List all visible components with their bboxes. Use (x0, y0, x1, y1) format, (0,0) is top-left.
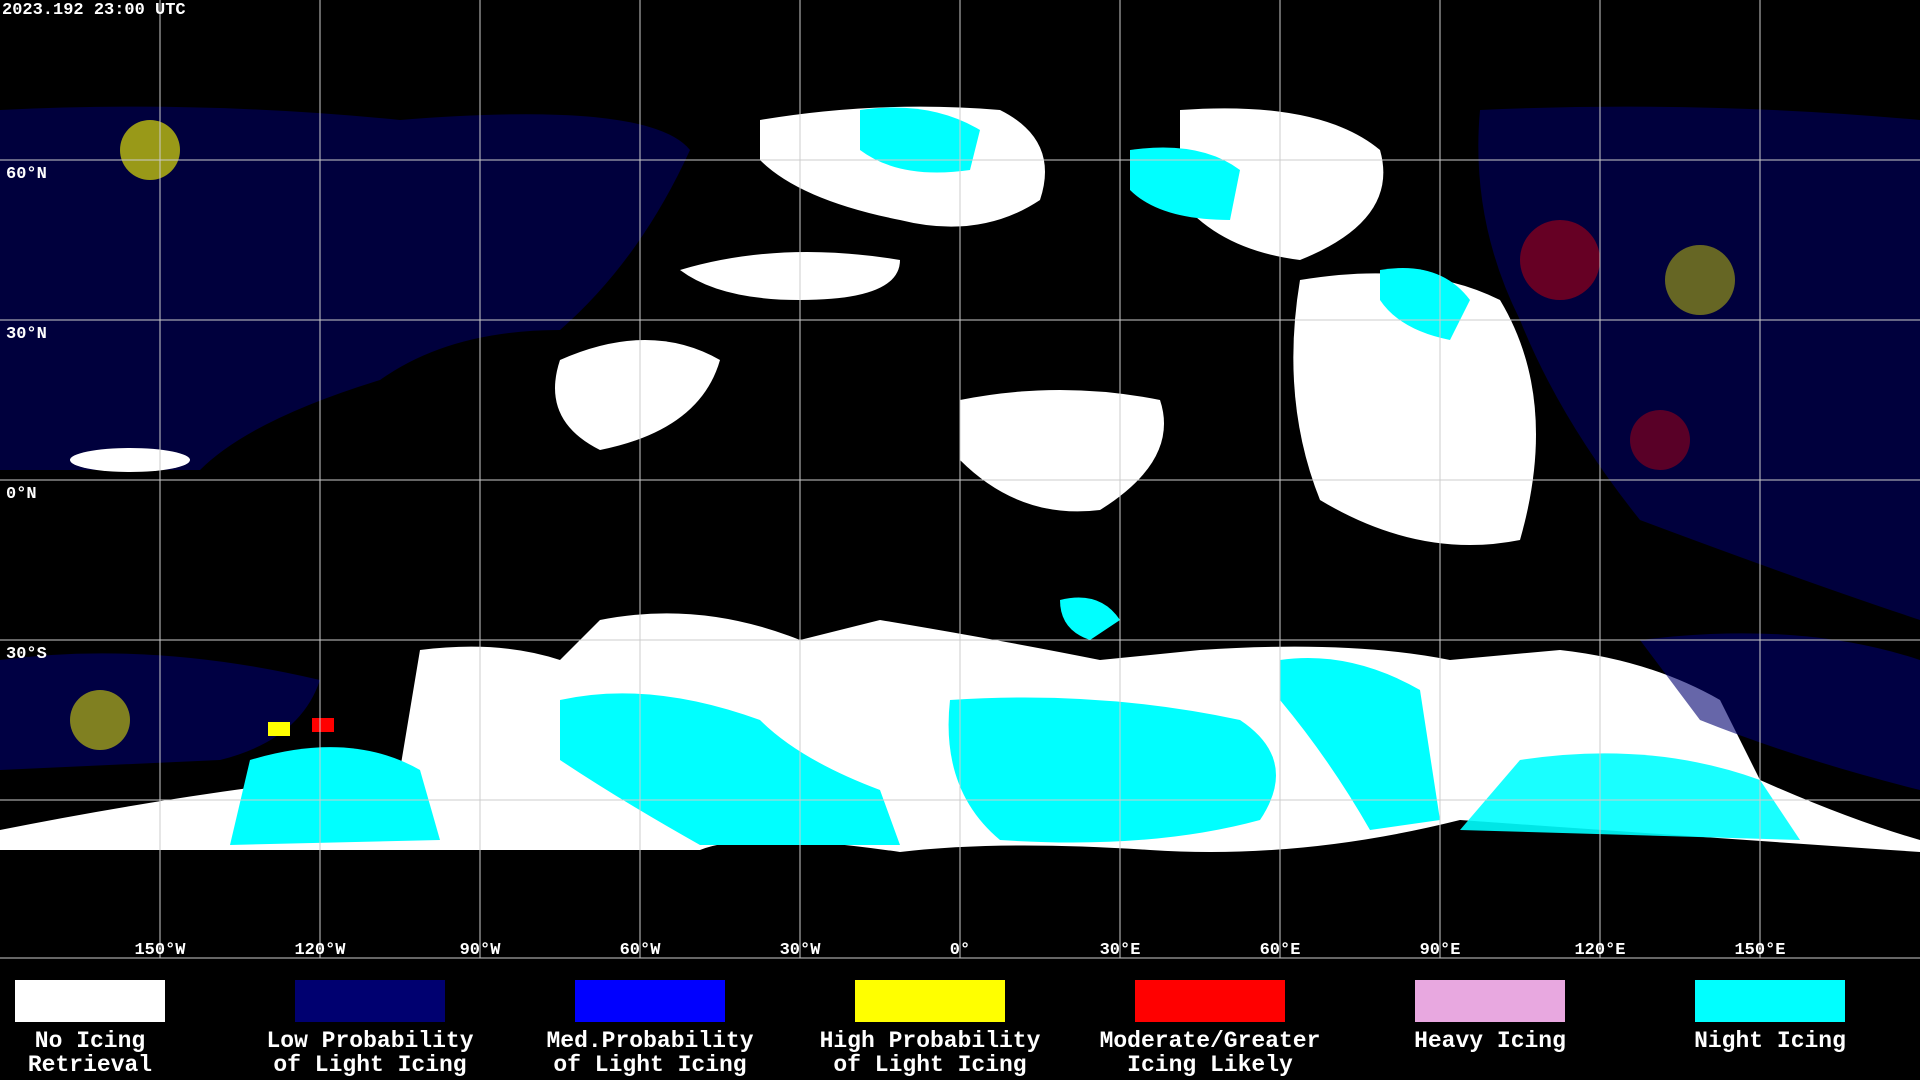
icing-patch (1630, 410, 1690, 470)
longitude-label: 60°E (1260, 941, 1301, 960)
legend-label: of Light Icing (833, 1052, 1026, 1078)
cloud (70, 448, 190, 472)
night-icing-region (1130, 147, 1240, 220)
latitude-label: 60°N (6, 165, 47, 184)
night-icing-region (1460, 753, 1800, 840)
icing-region (0, 106, 690, 471)
icing-patch (1665, 245, 1735, 315)
legend-swatch (575, 980, 725, 1022)
night-icing-region (1280, 658, 1440, 830)
longitude-label: 120°W (294, 941, 346, 960)
latitude-label: 30°S (6, 645, 47, 664)
legend-label: Med.Probability (546, 1028, 753, 1054)
graticule (0, 0, 1920, 959)
longitude-label: 30°W (780, 941, 822, 960)
legend-label: of Light Icing (273, 1052, 466, 1078)
night-icing-region (948, 697, 1276, 843)
longitude-label: 30°E (1100, 941, 1141, 960)
cloud (680, 252, 900, 300)
night-icing-region (560, 693, 900, 845)
longitude-label: 150°W (134, 941, 186, 960)
legend-swatch (295, 980, 445, 1022)
longitude-label: 0° (950, 941, 970, 960)
icing-region (1478, 106, 1920, 620)
night-icing-region (1060, 597, 1120, 640)
legend-swatch (15, 980, 165, 1022)
longitude-label: 150°E (1734, 941, 1785, 960)
cloud (1180, 108, 1384, 260)
longitude-label: 60°W (620, 941, 662, 960)
cloud (555, 340, 720, 450)
cloud (1293, 273, 1536, 545)
legend-swatch (1415, 980, 1565, 1022)
latitude-label: 0°N (6, 485, 37, 504)
legend-label: of Light Icing (553, 1052, 746, 1078)
icing-patch (1520, 220, 1600, 300)
legend-swatch (855, 980, 1005, 1022)
legend-label: Retrieval (28, 1052, 152, 1078)
longitude-label: 120°E (1574, 941, 1625, 960)
legend-swatch (1135, 980, 1285, 1022)
icing-region (1640, 633, 1920, 790)
icing-patch (268, 722, 290, 736)
legend-label: Low Probability (266, 1028, 473, 1054)
legend-label: High Probability (820, 1028, 1041, 1054)
timestamp: 2023.192 23:00 UTC (2, 1, 186, 20)
icing-patch (312, 718, 334, 732)
legend-label: Heavy Icing (1414, 1028, 1566, 1054)
longitude-label: 90°W (460, 941, 502, 960)
night-icing-region (230, 747, 440, 845)
longitude-label: 90°E (1420, 941, 1461, 960)
legend-label: Moderate/Greater (1100, 1028, 1321, 1054)
latitude-label: 30°N (6, 325, 47, 344)
night-icing-region (1380, 268, 1470, 340)
legend-swatch (1695, 980, 1845, 1022)
icing-patch (120, 120, 180, 180)
legend-label: No Icing (35, 1028, 145, 1054)
legend-label: Icing Likely (1127, 1052, 1293, 1078)
icing-patch (70, 690, 130, 750)
night-icing-region (860, 107, 980, 173)
legend-label: Night Icing (1694, 1028, 1846, 1054)
cloud (960, 390, 1164, 512)
